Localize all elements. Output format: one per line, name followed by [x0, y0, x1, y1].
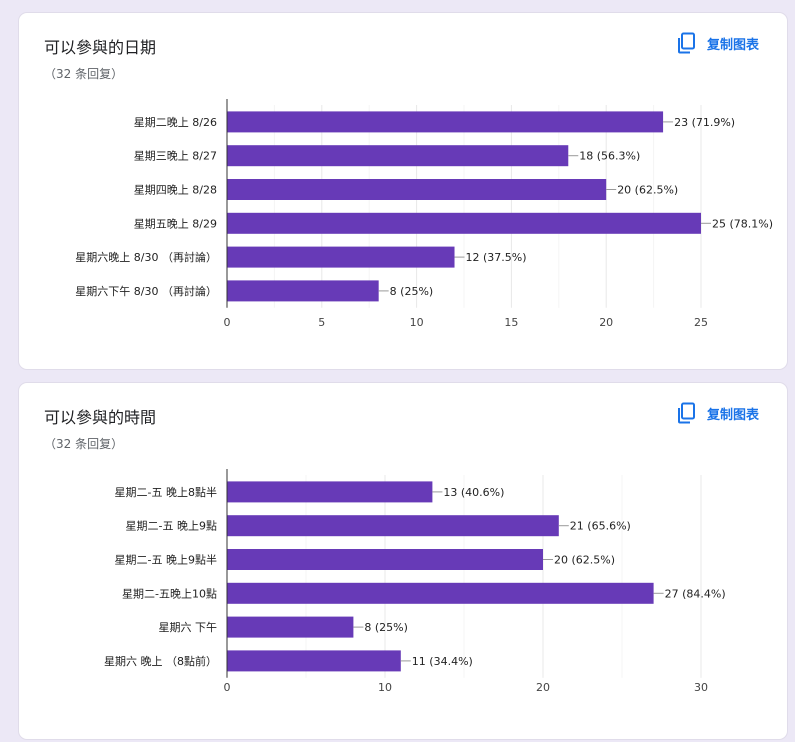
- bar-chart-times: 0 10 20 30 星期二-五 晚上8點半 13 (40.6%) 星期二-五 晚上9點 21…: [104, 469, 726, 694]
- bar[interactable]: [227, 246, 455, 268]
- x-tick-label: 0: [224, 316, 231, 329]
- x-tick-label: 10: [410, 316, 424, 329]
- bar[interactable]: [227, 280, 379, 302]
- bar[interactable]: [227, 650, 401, 672]
- x-tick-label: 10: [378, 681, 392, 694]
- x-tick-label: 30: [694, 681, 708, 694]
- category-label: 星期六晚上 8/30 （再討論）: [75, 250, 217, 264]
- x-tick-label: 5: [318, 316, 325, 329]
- data-label: 21 (65.6%): [570, 520, 631, 533]
- bar[interactable]: [227, 179, 607, 200]
- category-label: 星期二-五 晚上9點半: [115, 553, 217, 567]
- category-label: 星期六 下午: [159, 621, 218, 634]
- data-label: 12 (37.5%): [466, 251, 527, 264]
- copy-chart-label: 复制图表: [706, 37, 759, 53]
- data-label: 13 (40.6%): [443, 486, 504, 499]
- data-label: 8 (25%): [364, 621, 408, 634]
- response-count: （32 条回复）: [44, 67, 124, 81]
- copy-chart-button[interactable]: 复制图表: [677, 402, 759, 424]
- data-label: 11 (34.4%): [412, 655, 473, 668]
- category-label: 星期二-五 晚上8點半: [115, 485, 217, 499]
- bar[interactable]: [227, 515, 559, 537]
- chart-card-dates: 可以參與的日期 （32 条回复） 复制图表 0 5 10 15 20 25 星期二晚上 8/…: [19, 13, 787, 369]
- response-count: （32 条回复）: [44, 437, 124, 451]
- data-label: 8 (25%): [390, 285, 434, 298]
- x-tick-label: 0: [224, 681, 231, 694]
- copy-chart-label: 复制图表: [706, 407, 759, 423]
- bar[interactable]: [227, 481, 433, 503]
- copy-chart-button[interactable]: 复制图表: [677, 32, 759, 54]
- data-label: 27 (84.4%): [665, 587, 726, 600]
- bar-chart-dates: 0 5 10 15 20 25 星期二晚上 8/26 23 (71.9%) 星期三晚上 8/27…: [75, 99, 773, 329]
- data-label: 18 (56.3%): [579, 150, 640, 163]
- chart-title: 可以參與的日期: [44, 38, 157, 57]
- chart-title: 可以參與的時間: [44, 408, 157, 427]
- chart-card-times: 可以參與的時間 （32 条回复） 复制图表 0 10 20 30 星期二-五 晚上8點半…: [19, 383, 787, 739]
- category-label: 星期六下午 8/30 （再討論）: [75, 284, 217, 298]
- bar[interactable]: [227, 616, 354, 638]
- category-label: 星期二-五晚上10點: [122, 587, 217, 600]
- data-label: 20 (62.5%): [554, 554, 615, 567]
- bar[interactable]: [227, 145, 569, 167]
- category-label: 星期二晚上 8/26: [134, 116, 217, 129]
- category-label: 星期四晚上 8/28: [134, 184, 217, 197]
- category-label: 星期六 晚上 （8點前）: [104, 654, 217, 668]
- category-label: 星期三晚上 8/27: [134, 150, 217, 163]
- category-label: 星期五晚上 8/29: [134, 217, 217, 230]
- copy-icon: [677, 402, 697, 424]
- category-label: 星期二-五 晚上9點: [126, 520, 217, 533]
- bar[interactable]: [227, 111, 664, 133]
- x-tick-label: 20: [599, 316, 613, 329]
- x-tick-label: 15: [504, 316, 518, 329]
- copy-icon: [677, 32, 697, 54]
- x-tick-label: 25: [694, 316, 708, 329]
- data-label: 20 (62.5%): [617, 184, 678, 197]
- bar[interactable]: [227, 549, 543, 570]
- x-tick-label: 20: [536, 681, 550, 694]
- data-label: 23 (71.9%): [674, 116, 735, 129]
- bar[interactable]: [227, 212, 701, 234]
- data-label: 25 (78.1%): [712, 217, 773, 230]
- bar[interactable]: [227, 582, 654, 604]
